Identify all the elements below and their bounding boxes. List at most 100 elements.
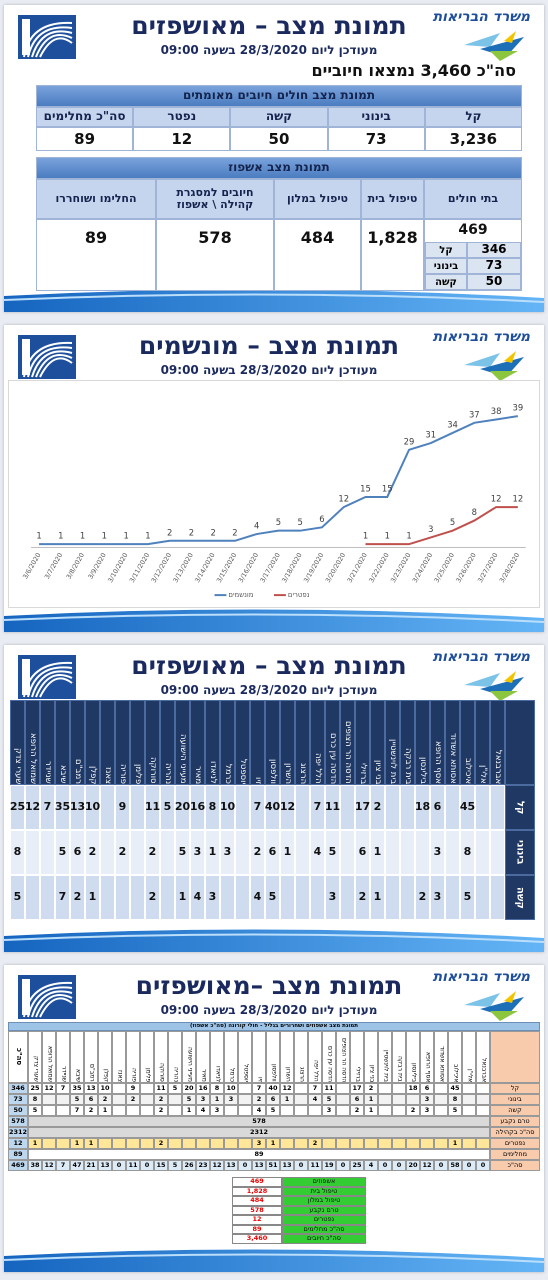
table-cell: 0 [462, 1160, 476, 1171]
table-cell [25, 830, 40, 875]
table-value: 12 [133, 127, 231, 151]
wave [4, 929, 544, 952]
table-cell [40, 875, 55, 920]
hospital-name: אברבנאל [490, 700, 505, 785]
value-cell: 89 [36, 219, 156, 291]
table-cell: 1 [205, 830, 220, 875]
breakdown-label: קשה [425, 274, 467, 290]
hospital-name: יוספטל [238, 1031, 252, 1083]
table-cell [476, 1105, 490, 1116]
hospital-name: שניידר [56, 1031, 70, 1083]
slide: משרד הבריאות תמונת מצב – מונשמים מעודכן לי… [4, 325, 544, 632]
table-cell: 7 [55, 875, 70, 920]
hospital-name: בית רבקה [400, 700, 415, 785]
row-total: 2312 [8, 1127, 28, 1138]
data-label: 4 [254, 521, 259, 531]
column-header: טיפול בית [361, 179, 424, 219]
table-cell: 20 [406, 1160, 420, 1171]
icon-part [490, 691, 518, 701]
table-cell [462, 1105, 476, 1116]
table-cell: 5 [182, 1094, 196, 1105]
table-cell [445, 785, 460, 830]
table-title: תמונת מצב חולים חיובים מאומתים [36, 85, 522, 107]
table-cell: 2 [350, 1105, 364, 1116]
table-cell: 0 [294, 1160, 308, 1171]
table-cell: 2 [145, 875, 160, 920]
logo-stripe [35, 674, 73, 698]
table-cell [340, 875, 355, 920]
x-tick-label: 3/26/2020 [454, 551, 477, 584]
table-cell: 2 [85, 830, 100, 875]
x-tick-label: 3/10/2020 [106, 551, 129, 584]
row-label: קשה [490, 1105, 540, 1116]
summary-value: 484 [232, 1196, 282, 1206]
hospital-name: צאנז [100, 700, 115, 785]
table-cell [310, 875, 325, 920]
hospital-name: יוספטל [235, 700, 250, 785]
summary-label: סה"כ חיובים [282, 1234, 366, 1244]
breakdown-label: קל [425, 242, 467, 258]
table-cell [475, 785, 490, 830]
table-cell [182, 1138, 196, 1149]
table-cell: 0 [140, 1160, 154, 1171]
table-cell: 3 [190, 830, 205, 875]
data-label: 1 [36, 531, 41, 541]
table-cell [294, 1083, 308, 1094]
hospital-name: אסף הרופא [430, 700, 445, 785]
hospital-name: מעייני הישועה [182, 1031, 196, 1083]
table-cell [475, 875, 490, 920]
table-value: 89 [84, 228, 108, 247]
logo-stripe [31, 30, 73, 58]
hospital-name: איכילוב [460, 700, 475, 785]
table-cell [406, 1138, 420, 1149]
logo-stripe [35, 34, 73, 58]
x-tick-label: 3/16/2020 [237, 551, 260, 584]
table-cell: 13 [252, 1160, 266, 1171]
table-cell [445, 875, 460, 920]
series-line [365, 506, 518, 546]
slide: משרד הבריאות תמונת מצב –מאושפזים מעודכן לי… [4, 965, 544, 1272]
row-label: בינוני [490, 1094, 540, 1105]
x-tick-label: 3/18/2020 [280, 551, 303, 584]
table-cell [294, 1138, 308, 1149]
table-cell: 38 [28, 1160, 42, 1171]
table-cell [168, 1094, 182, 1105]
data-label: 31 [425, 430, 436, 440]
table-cell [130, 785, 145, 830]
table-cell: 5 [322, 1094, 336, 1105]
table-cell [280, 875, 295, 920]
breakdown-value: 73 [467, 258, 521, 274]
table-cell [140, 1094, 154, 1105]
x-tick-label: 3/22/2020 [367, 551, 390, 584]
logo-stripe [31, 670, 73, 698]
slide-subtitle: מעודכן ליום 28/3/2020 בשעה 09:00 [160, 1003, 378, 1017]
table-cell: 1 [175, 875, 190, 920]
data-label: 6 [319, 514, 324, 524]
table-cell [295, 830, 310, 875]
table-cell [130, 830, 145, 875]
table-cell: 12 [280, 785, 295, 830]
legend-label: נפטרים [288, 591, 310, 599]
table-cell [476, 1138, 490, 1149]
table-cell: 12 [280, 1083, 294, 1094]
slide-title: תמונת מצב –מאושפזים [135, 971, 403, 1000]
row-label: קשה [505, 875, 535, 920]
icon-part [504, 671, 516, 683]
table-cell: 3 [252, 1138, 266, 1149]
table-cell: 2 [252, 1094, 266, 1105]
table-cell [196, 1138, 210, 1149]
data-label: 29 [404, 436, 415, 446]
table-cell [112, 1094, 126, 1105]
table-cell: 6 [350, 1094, 364, 1105]
logo [18, 975, 76, 1019]
table-cell [462, 1083, 476, 1094]
icon-part [490, 1011, 518, 1021]
chart: 3/6/2020 3/7/2020 3/8/2020 3/9/20203/10/202… [8, 380, 540, 608]
table-cell: 0 [112, 1160, 126, 1171]
table-cell: 6 [84, 1094, 98, 1105]
hospital-name: וולפסון [266, 1031, 280, 1083]
hospital-name: שיבא [55, 700, 70, 785]
table-cell: 0 [378, 1160, 392, 1171]
hospital-name: אלי"ן [475, 700, 490, 785]
table-cell: 25 [28, 1083, 42, 1094]
